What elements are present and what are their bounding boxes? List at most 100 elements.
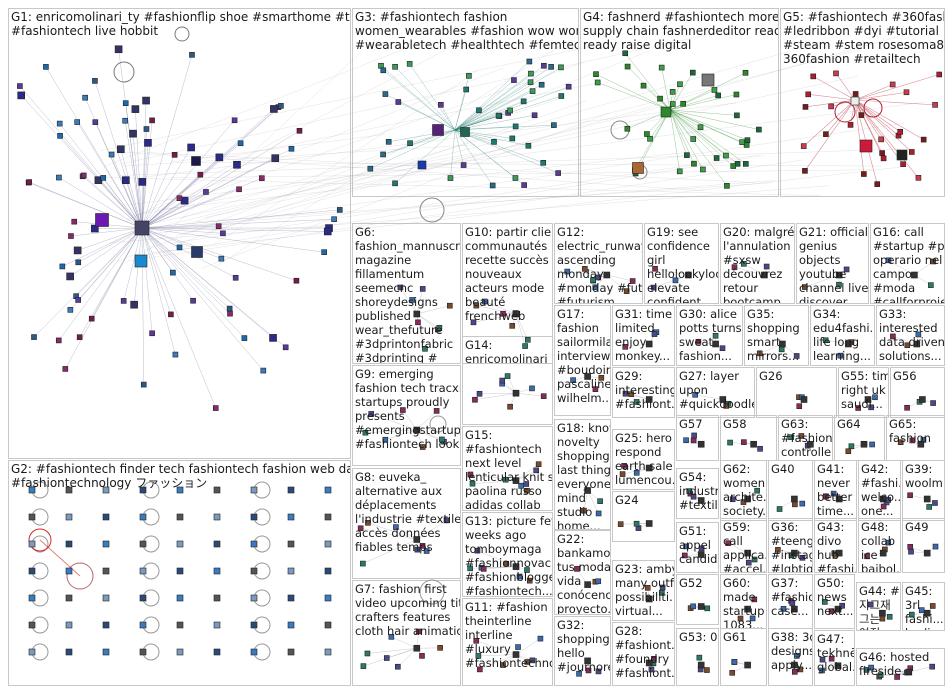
node-g2	[176, 486, 184, 494]
node-g1	[323, 227, 332, 236]
edge-g1	[141, 227, 245, 339]
nodes	[17, 45, 943, 680]
edge-g1	[94, 80, 143, 229]
node-g40	[792, 501, 798, 508]
node-g2	[65, 486, 73, 494]
group-box-g65	[886, 415, 945, 461]
group-box-g44	[856, 582, 901, 631]
node-g8	[419, 543, 426, 549]
node-g55	[872, 394, 878, 401]
node-g3	[509, 135, 516, 142]
group-box-g60	[720, 574, 767, 629]
group-box-g5	[780, 8, 945, 197]
node-g51	[683, 543, 689, 550]
node-g1	[117, 145, 125, 154]
edge-g5	[854, 99, 882, 140]
node-g1	[140, 381, 147, 388]
node-g4	[700, 166, 706, 173]
node-g2	[65, 540, 73, 548]
node-g2	[250, 648, 258, 656]
node-g1	[288, 145, 295, 152]
node-g24	[617, 521, 624, 527]
edge-g18	[587, 490, 599, 514]
edge-g1	[141, 157, 220, 229]
edge-g14	[479, 392, 517, 395]
node-g2	[250, 621, 258, 629]
node-g26	[796, 403, 803, 410]
edge-g4	[595, 73, 671, 111]
node-g5	[861, 171, 867, 177]
node-g1	[271, 154, 280, 162]
edge-g1	[69, 227, 143, 277]
edge-g1	[141, 227, 222, 259]
edge-g3	[409, 63, 456, 131]
edge-g46	[908, 666, 933, 673]
group-box-g58	[720, 415, 777, 461]
node-g2	[250, 594, 258, 602]
node-g2	[324, 513, 332, 521]
node-g3	[463, 86, 469, 93]
node-g3	[520, 98, 527, 105]
node-g1	[293, 277, 300, 284]
edge-cross	[204, 75, 859, 218]
edge-cross	[104, 48, 406, 167]
node-g5	[889, 81, 896, 88]
edge-g4	[669, 109, 728, 186]
node-g2	[28, 621, 36, 629]
node-g12	[629, 278, 636, 284]
edge-g1	[91, 227, 143, 319]
edge-g5	[854, 91, 907, 101]
node-g3	[531, 112, 538, 119]
group-box-g3	[352, 8, 579, 197]
node-g3	[526, 58, 533, 65]
node-g20	[740, 260, 747, 267]
node-g1	[71, 218, 78, 225]
node-g4	[756, 126, 762, 133]
edge-g4	[669, 109, 694, 140]
node-g1	[131, 105, 140, 113]
edge-g1	[78, 227, 143, 263]
node-g4	[593, 71, 599, 77]
edge-cross	[110, 150, 705, 192]
node-g29	[622, 390, 629, 397]
edge-g1	[125, 103, 143, 229]
node-g5	[908, 149, 915, 155]
node-g11	[524, 659, 531, 665]
group-box-g9	[352, 365, 461, 466]
node-g20	[763, 263, 770, 270]
node-g3	[447, 175, 454, 181]
edge-g4	[669, 109, 759, 130]
node-g51	[697, 551, 705, 558]
edge-cross	[136, 52, 361, 261]
edge-g13	[470, 566, 517, 569]
edge-g1	[141, 227, 216, 409]
edge-g13	[477, 550, 517, 567]
node-g2	[102, 567, 110, 575]
edge-g3	[409, 129, 456, 144]
node-g25	[645, 464, 653, 472]
node-g55	[868, 404, 874, 411]
edge-g15	[472, 480, 517, 484]
node-g6	[415, 319, 421, 326]
node-g3	[558, 64, 564, 71]
edge-g5	[854, 99, 865, 175]
group-box-g13	[462, 512, 553, 597]
edge-g3	[454, 79, 515, 131]
group-box-g43	[814, 518, 857, 573]
edge-g3	[454, 75, 470, 131]
hub-node-g4	[632, 162, 644, 174]
edge-g20	[734, 266, 765, 276]
node-g2	[250, 567, 258, 575]
node-g52	[704, 605, 711, 612]
node-g49	[932, 543, 939, 550]
edge-cross	[125, 43, 458, 223]
group-box-g6	[352, 223, 461, 364]
node-g16	[885, 257, 892, 264]
node-g16	[911, 271, 918, 279]
node-g8	[414, 546, 421, 553]
edge-g1	[141, 189, 240, 229]
node-g4	[742, 70, 749, 76]
edge-g16	[888, 260, 915, 276]
node-g5	[802, 104, 809, 110]
node-g1	[171, 152, 178, 158]
